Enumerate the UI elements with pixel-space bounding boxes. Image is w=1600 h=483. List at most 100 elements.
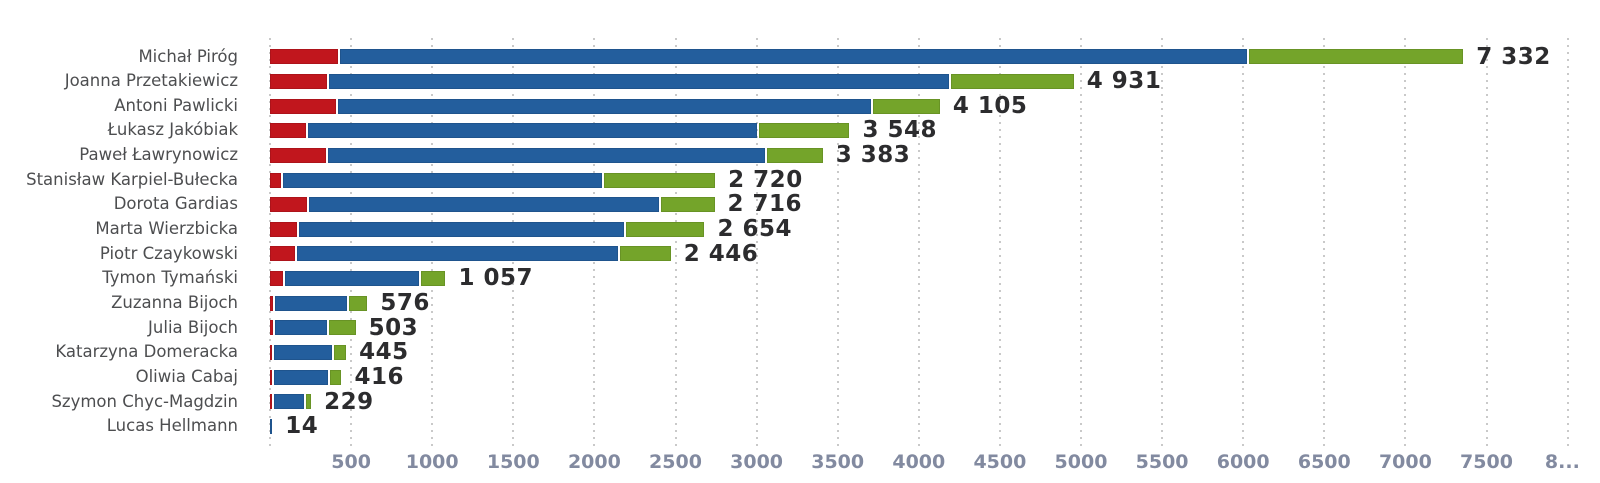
stacked-bar[interactable] xyxy=(270,345,347,361)
segment-blue[interactable] xyxy=(270,419,273,435)
stacked-bar[interactable] xyxy=(270,295,368,311)
segment-blue[interactable] xyxy=(309,197,659,213)
gridline-vertical xyxy=(1242,38,1245,448)
category-label: Lucas Hellmann xyxy=(106,416,238,436)
segment-green[interactable] xyxy=(305,394,312,410)
category-label: Stanisław Karpiel-Bułecka xyxy=(26,169,238,189)
segment-red[interactable] xyxy=(270,49,339,65)
segment-blue[interactable] xyxy=(329,73,949,89)
category-label: Michał Piróg xyxy=(138,46,238,66)
segment-red[interactable] xyxy=(270,147,327,163)
segment-red[interactable] xyxy=(270,246,295,262)
stacked-bar[interactable] xyxy=(270,98,940,114)
segment-green[interactable] xyxy=(349,295,368,311)
stacked-bar[interactable] xyxy=(270,320,356,336)
value-label: 2 716 xyxy=(727,191,803,218)
segment-green[interactable] xyxy=(872,98,940,114)
stacked-bar[interactable] xyxy=(270,147,823,163)
stacked-bar[interactable] xyxy=(270,73,1074,89)
bar-row: Katarzyna Domeracka 445 xyxy=(0,340,1600,365)
gridline-vertical xyxy=(431,38,434,448)
segment-blue[interactable] xyxy=(328,147,766,163)
segment-red[interactable] xyxy=(270,123,307,139)
bar-row: Oliwia Cabaj 416 xyxy=(0,365,1600,390)
gridline-vertical xyxy=(1080,38,1082,448)
stacked-bar[interactable] xyxy=(270,369,342,385)
segment-green[interactable] xyxy=(619,246,671,262)
stacked-bar[interactable] xyxy=(270,419,273,435)
segment-red[interactable] xyxy=(270,345,273,361)
segment-red[interactable] xyxy=(270,394,272,410)
value-label: 576 xyxy=(380,290,430,316)
segment-red[interactable] xyxy=(270,369,273,385)
segment-blue[interactable] xyxy=(274,369,329,385)
x-tick-label: 1000 xyxy=(405,451,459,473)
segment-blue[interactable] xyxy=(283,172,602,188)
value-label: 14 xyxy=(285,413,319,440)
gridline-vertical xyxy=(674,38,677,448)
x-tick-label: 7500 xyxy=(1460,451,1513,473)
category-label: Piotr Czaykowski xyxy=(99,243,238,263)
segment-green[interactable] xyxy=(767,147,823,163)
segment-green[interactable] xyxy=(328,320,356,336)
category-label: Antoni Pawlicki xyxy=(114,95,238,115)
segment-red[interactable] xyxy=(270,98,336,114)
segment-blue[interactable] xyxy=(273,394,304,410)
segment-green[interactable] xyxy=(758,123,850,139)
x-tick-label: 5000 xyxy=(1054,451,1108,473)
stacked-bar[interactable] xyxy=(270,49,1464,65)
segment-red[interactable] xyxy=(270,271,284,287)
value-label: 2 446 xyxy=(683,240,759,267)
bar-row: Marta Wierzbicka 2 654 xyxy=(0,217,1600,242)
segment-red[interactable] xyxy=(270,320,273,336)
segment-green[interactable] xyxy=(421,271,446,287)
segment-green[interactable] xyxy=(950,73,1074,89)
x-tick-label: 4000 xyxy=(892,451,946,473)
segment-blue[interactable] xyxy=(296,246,618,262)
category-label: Julia Bijoch xyxy=(148,317,238,337)
segment-blue[interactable] xyxy=(285,271,420,287)
x-tick-label: 1500 xyxy=(486,451,540,473)
value-label: 416 xyxy=(354,363,404,390)
gridline-vertical xyxy=(350,38,353,448)
segment-green[interactable] xyxy=(1248,49,1464,65)
stacked-bar[interactable] xyxy=(270,197,715,213)
segment-blue[interactable] xyxy=(340,49,1247,65)
value-label: 1 057 xyxy=(458,265,533,292)
stacked-bar[interactable] xyxy=(270,221,705,237)
segment-green[interactable] xyxy=(626,221,705,237)
segment-green[interactable] xyxy=(333,345,347,361)
stacked-bar[interactable] xyxy=(270,246,671,262)
segment-green[interactable] xyxy=(603,172,716,188)
segment-red[interactable] xyxy=(270,197,308,213)
segment-blue[interactable] xyxy=(274,345,332,361)
segment-green[interactable] xyxy=(660,197,715,213)
stacked-bar[interactable] xyxy=(270,172,716,188)
segment-blue[interactable] xyxy=(337,98,871,114)
segment-blue[interactable] xyxy=(298,221,625,237)
stacked-bar[interactable] xyxy=(270,271,446,287)
segment-red[interactable] xyxy=(270,172,282,188)
bar-row: Zuzanna Bijoch 576 xyxy=(0,291,1600,316)
segment-red[interactable] xyxy=(270,221,297,237)
segment-blue[interactable] xyxy=(274,320,327,336)
stacked-bar[interactable] xyxy=(270,123,850,139)
value-label: 503 xyxy=(368,314,419,341)
bar-row: Julia Bijoch 503 xyxy=(0,314,1600,341)
x-tick-label: 6500 xyxy=(1297,451,1351,473)
gridline-vertical xyxy=(1404,38,1407,448)
x-tick-label: 6000 xyxy=(1216,451,1270,473)
value-label: 4 931 xyxy=(1086,68,1162,95)
segment-green[interactable] xyxy=(330,369,342,385)
segment-red[interactable] xyxy=(270,295,274,311)
x-tick-label: 3000 xyxy=(730,451,784,473)
category-label: Dorota Gardias xyxy=(113,194,238,214)
category-label: Tymon Tymański xyxy=(102,268,238,288)
segment-blue[interactable] xyxy=(275,295,348,311)
gridline-vertical xyxy=(269,38,271,448)
stacked-bar[interactable] xyxy=(270,394,312,410)
bar-row: Lucas Hellmann 14 xyxy=(0,414,1600,439)
segment-blue[interactable] xyxy=(308,123,757,139)
segment-red[interactable] xyxy=(270,73,328,89)
